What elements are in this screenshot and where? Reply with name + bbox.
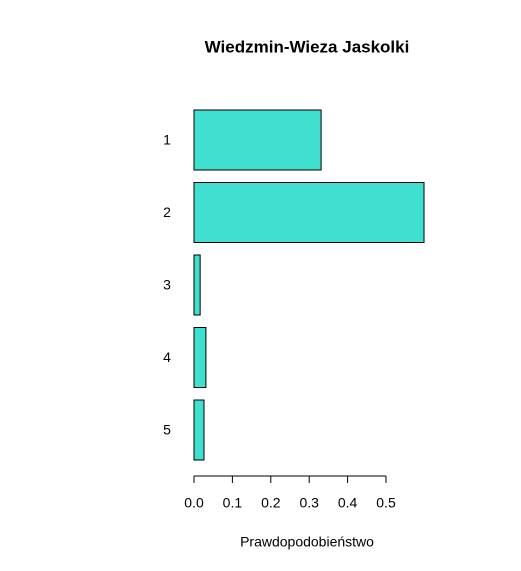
x-axis-label: Prawdopodobieństwo	[240, 534, 374, 550]
bar	[193, 327, 207, 388]
x-tick-label: 0.2	[261, 495, 281, 511]
y-tick-label: 4	[163, 349, 171, 365]
chart-title: Wiedzmin-Wieza Jaskolki	[205, 37, 410, 56]
bar	[193, 254, 201, 316]
x-tick-label: 0.4	[338, 495, 358, 511]
x-tick-label: 0.1	[223, 495, 243, 511]
y-tick-label: 1	[163, 132, 171, 148]
x-tick-label: 0.5	[376, 495, 396, 511]
y-tick-label: 2	[163, 204, 171, 220]
y-tick-label: 5	[163, 422, 171, 438]
x-tick-label: 0.3	[299, 495, 319, 511]
bar	[193, 399, 205, 461]
bar	[193, 109, 322, 171]
x-tick-label: 0.0	[184, 495, 204, 511]
bar	[193, 182, 425, 243]
y-tick-label: 3	[163, 277, 171, 293]
